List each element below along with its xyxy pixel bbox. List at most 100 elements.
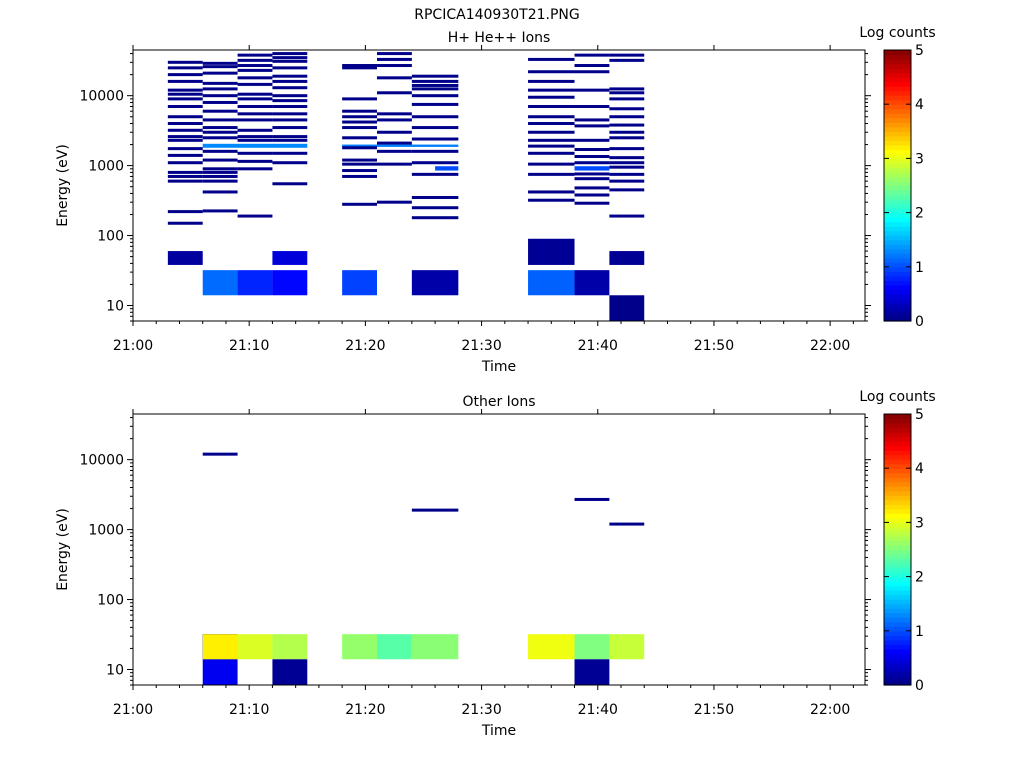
colorbar-segment (884, 526, 911, 533)
heatmap-line (167, 174, 203, 178)
colorbar-segment (884, 427, 911, 433)
heatmap-line (342, 169, 377, 173)
colorbar-segment (884, 418, 911, 424)
heatmap-line (167, 115, 203, 119)
colorbar-segment (884, 508, 911, 514)
heatmap-line (167, 138, 203, 142)
heatmap-line (609, 136, 645, 140)
heatmap-cell (528, 634, 575, 660)
heatmap-line (237, 64, 273, 68)
colorbar-segment (884, 113, 911, 119)
heatmap-line (167, 122, 203, 126)
x-tick-label: 21:40 (578, 702, 618, 718)
colorbar-segment (884, 135, 911, 141)
heatmap-cell (609, 251, 645, 265)
heatmap-line (342, 136, 377, 140)
colorbar-segment (884, 572, 911, 578)
heatmap-line (609, 188, 645, 192)
x-tick-label: 21:10 (229, 702, 269, 718)
heatmap-line (272, 59, 308, 63)
heatmap-line (342, 202, 377, 206)
heatmap-line (237, 135, 273, 139)
colorbar-segment (884, 423, 911, 429)
heatmap-line (202, 118, 238, 122)
colorbar-segment (884, 316, 911, 322)
colorbar-segment (884, 603, 911, 609)
heatmap-line (528, 172, 575, 176)
heatmap-line (411, 126, 459, 130)
heatmap-line (528, 144, 575, 148)
colorbar-segment (884, 153, 911, 159)
colorbar-segment (884, 190, 911, 196)
colorbar-segment (884, 581, 911, 587)
heatmap-line (272, 79, 308, 83)
heatmap-line (342, 158, 377, 162)
heatmap-line (574, 64, 610, 68)
heatmap-line (342, 162, 377, 166)
colorbar-segment (884, 176, 911, 182)
heatmap-line (237, 53, 273, 57)
heatmap-line (167, 128, 203, 132)
colorbar-segment (884, 594, 911, 600)
colorbar-segment (884, 108, 911, 114)
y-tick-label: 10 (106, 298, 124, 314)
heatmap-cell (272, 634, 308, 660)
x-tick-label: 22:00 (810, 702, 850, 718)
colorbar-segment (884, 203, 911, 209)
colorbar-tick-label: 4 (915, 97, 924, 113)
heatmap-line (528, 162, 575, 166)
y-tick-label: 10 (106, 662, 124, 678)
colorbar-segment (884, 257, 911, 263)
heatmap-line (237, 82, 273, 86)
heatmap-line (574, 186, 610, 190)
colorbar-segment (884, 657, 911, 664)
heatmap-line (609, 147, 645, 151)
heatmap-line (609, 161, 645, 165)
heatmap-line (574, 155, 610, 159)
heatmap-line (202, 149, 238, 153)
heatmap-line (167, 88, 203, 92)
colorbar-segment (884, 302, 911, 309)
colorbar-segment (884, 653, 911, 659)
heatmap-line (272, 52, 308, 56)
colorbar-segment (884, 535, 911, 542)
colorbar-segment (884, 59, 911, 65)
colorbar-segment (884, 221, 911, 227)
colorbar-segment (884, 599, 911, 605)
colorbar-tick-label: 5 (915, 407, 924, 423)
heatmap-line (237, 128, 273, 132)
colorbar-segment (884, 158, 911, 164)
colorbar-segment (884, 144, 911, 150)
colorbar-segment (884, 226, 911, 232)
heatmap-line (272, 56, 308, 60)
heatmap-line (609, 522, 645, 526)
heatmap-line (237, 159, 273, 163)
panel-title: H+ He++ Ions (448, 30, 551, 46)
colorbar-segment (884, 289, 911, 295)
heatmap-line (528, 70, 575, 74)
heatmap-line (237, 92, 273, 96)
heatmap-line (528, 138, 575, 142)
y-tick-label: 1000 (88, 159, 124, 175)
colorbar-segment (884, 271, 911, 277)
colorbar-segment (884, 648, 911, 654)
heatmap-line (272, 182, 308, 186)
y-axis-label: Energy (eV) (55, 508, 71, 591)
heatmap-line (167, 135, 203, 139)
heatmap-line (377, 64, 412, 68)
colorbar-segment (884, 486, 911, 492)
heatmap-line (574, 177, 610, 181)
heatmap-line (609, 87, 645, 91)
heatmap-line (272, 66, 308, 70)
heatmap-line (411, 216, 459, 220)
heatmap-cell (574, 166, 610, 171)
heatmap-line (272, 94, 308, 98)
colorbar-segment (884, 293, 911, 300)
heatmap-line (202, 65, 238, 69)
x-axis-label: Time (481, 723, 516, 739)
colorbar-segment (884, 544, 911, 551)
colorbar-segment (884, 90, 911, 96)
colorbar-segment (884, 162, 911, 169)
y-tick-label: 100 (97, 593, 124, 609)
heatmap-line (237, 167, 273, 171)
